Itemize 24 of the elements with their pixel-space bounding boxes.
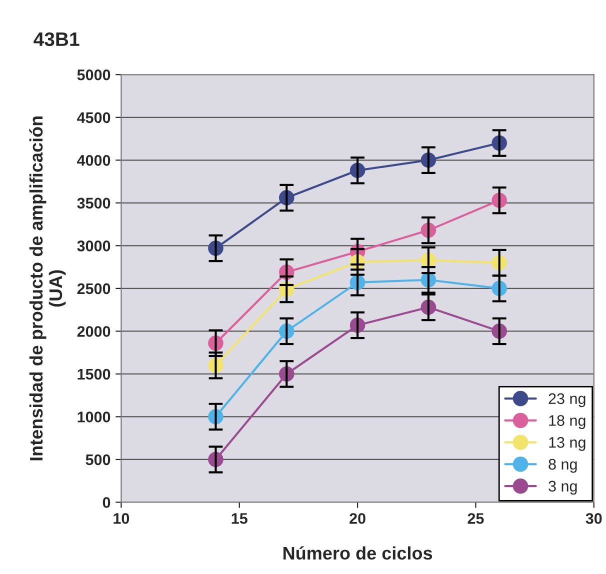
y-tick-label: 500 xyxy=(86,454,110,466)
chart-title: 43B1 xyxy=(34,32,80,46)
y-tick-label: 3500 xyxy=(77,198,110,209)
y-tick-label: 1000 xyxy=(78,412,110,422)
y-axis-title: Intensidad de producto de amplificación (UA) xyxy=(29,116,66,460)
y-tick-label: 0 xyxy=(102,497,110,508)
legend-label: 8 ng xyxy=(548,458,577,473)
legend-label: 13 ng xyxy=(549,437,586,451)
x-tick-label: 30 xyxy=(586,513,602,524)
y-tick-label: 5000 xyxy=(77,69,110,80)
y-tick-label: 2500 xyxy=(77,283,110,294)
x-tick-label: 25 xyxy=(468,513,484,524)
y-tick-label: 4000 xyxy=(77,155,110,166)
x-tick-label: 15 xyxy=(232,513,248,524)
x-tick-label: 10 xyxy=(114,513,130,524)
y-tick-label: 4500 xyxy=(77,112,110,124)
y-tick-label: 2000 xyxy=(77,326,110,337)
legend-label: 3 ng xyxy=(548,480,577,495)
x-axis-title: Número de ciclos xyxy=(283,546,432,560)
y-tick-label: 1500 xyxy=(78,368,110,380)
legend-label: 23 ng xyxy=(548,393,586,408)
legend-label: 18 ng xyxy=(549,415,586,429)
y-tick-label: 3000 xyxy=(77,240,110,252)
x-tick-label: 20 xyxy=(350,513,366,524)
